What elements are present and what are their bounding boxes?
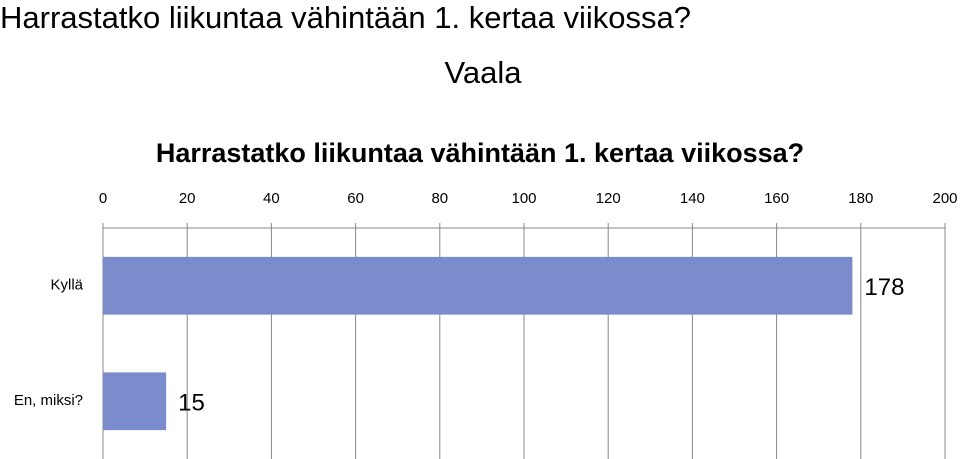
slide-subtitle: Vaala	[445, 55, 523, 90]
value-label: 178	[864, 274, 904, 301]
x-tick-label: 0	[99, 190, 107, 207]
x-tick-label: 200	[932, 190, 957, 207]
x-tick-label: 160	[764, 190, 789, 207]
bar	[103, 256, 853, 315]
x-tick-label: 140	[680, 190, 705, 207]
x-tick-label: 100	[511, 190, 536, 207]
y-tick-label: Kyllä	[50, 277, 83, 294]
x-tick-label: 20	[179, 190, 196, 207]
x-tick-label: 60	[347, 190, 364, 207]
x-tick-label: 180	[848, 190, 873, 207]
value-label: 15	[178, 390, 205, 417]
x-tick-label: 40	[263, 190, 280, 207]
bar	[103, 372, 167, 431]
x-tick-label: 120	[596, 190, 621, 207]
slide-title: Harrastatko liikuntaa vähintään 1. kerta…	[0, 0, 691, 35]
y-tick-label: En, miksi?	[14, 392, 83, 409]
x-tick-label: 80	[431, 190, 448, 207]
chart-title: Harrastatko liikuntaa vähintään 1. kerta…	[156, 138, 804, 168]
